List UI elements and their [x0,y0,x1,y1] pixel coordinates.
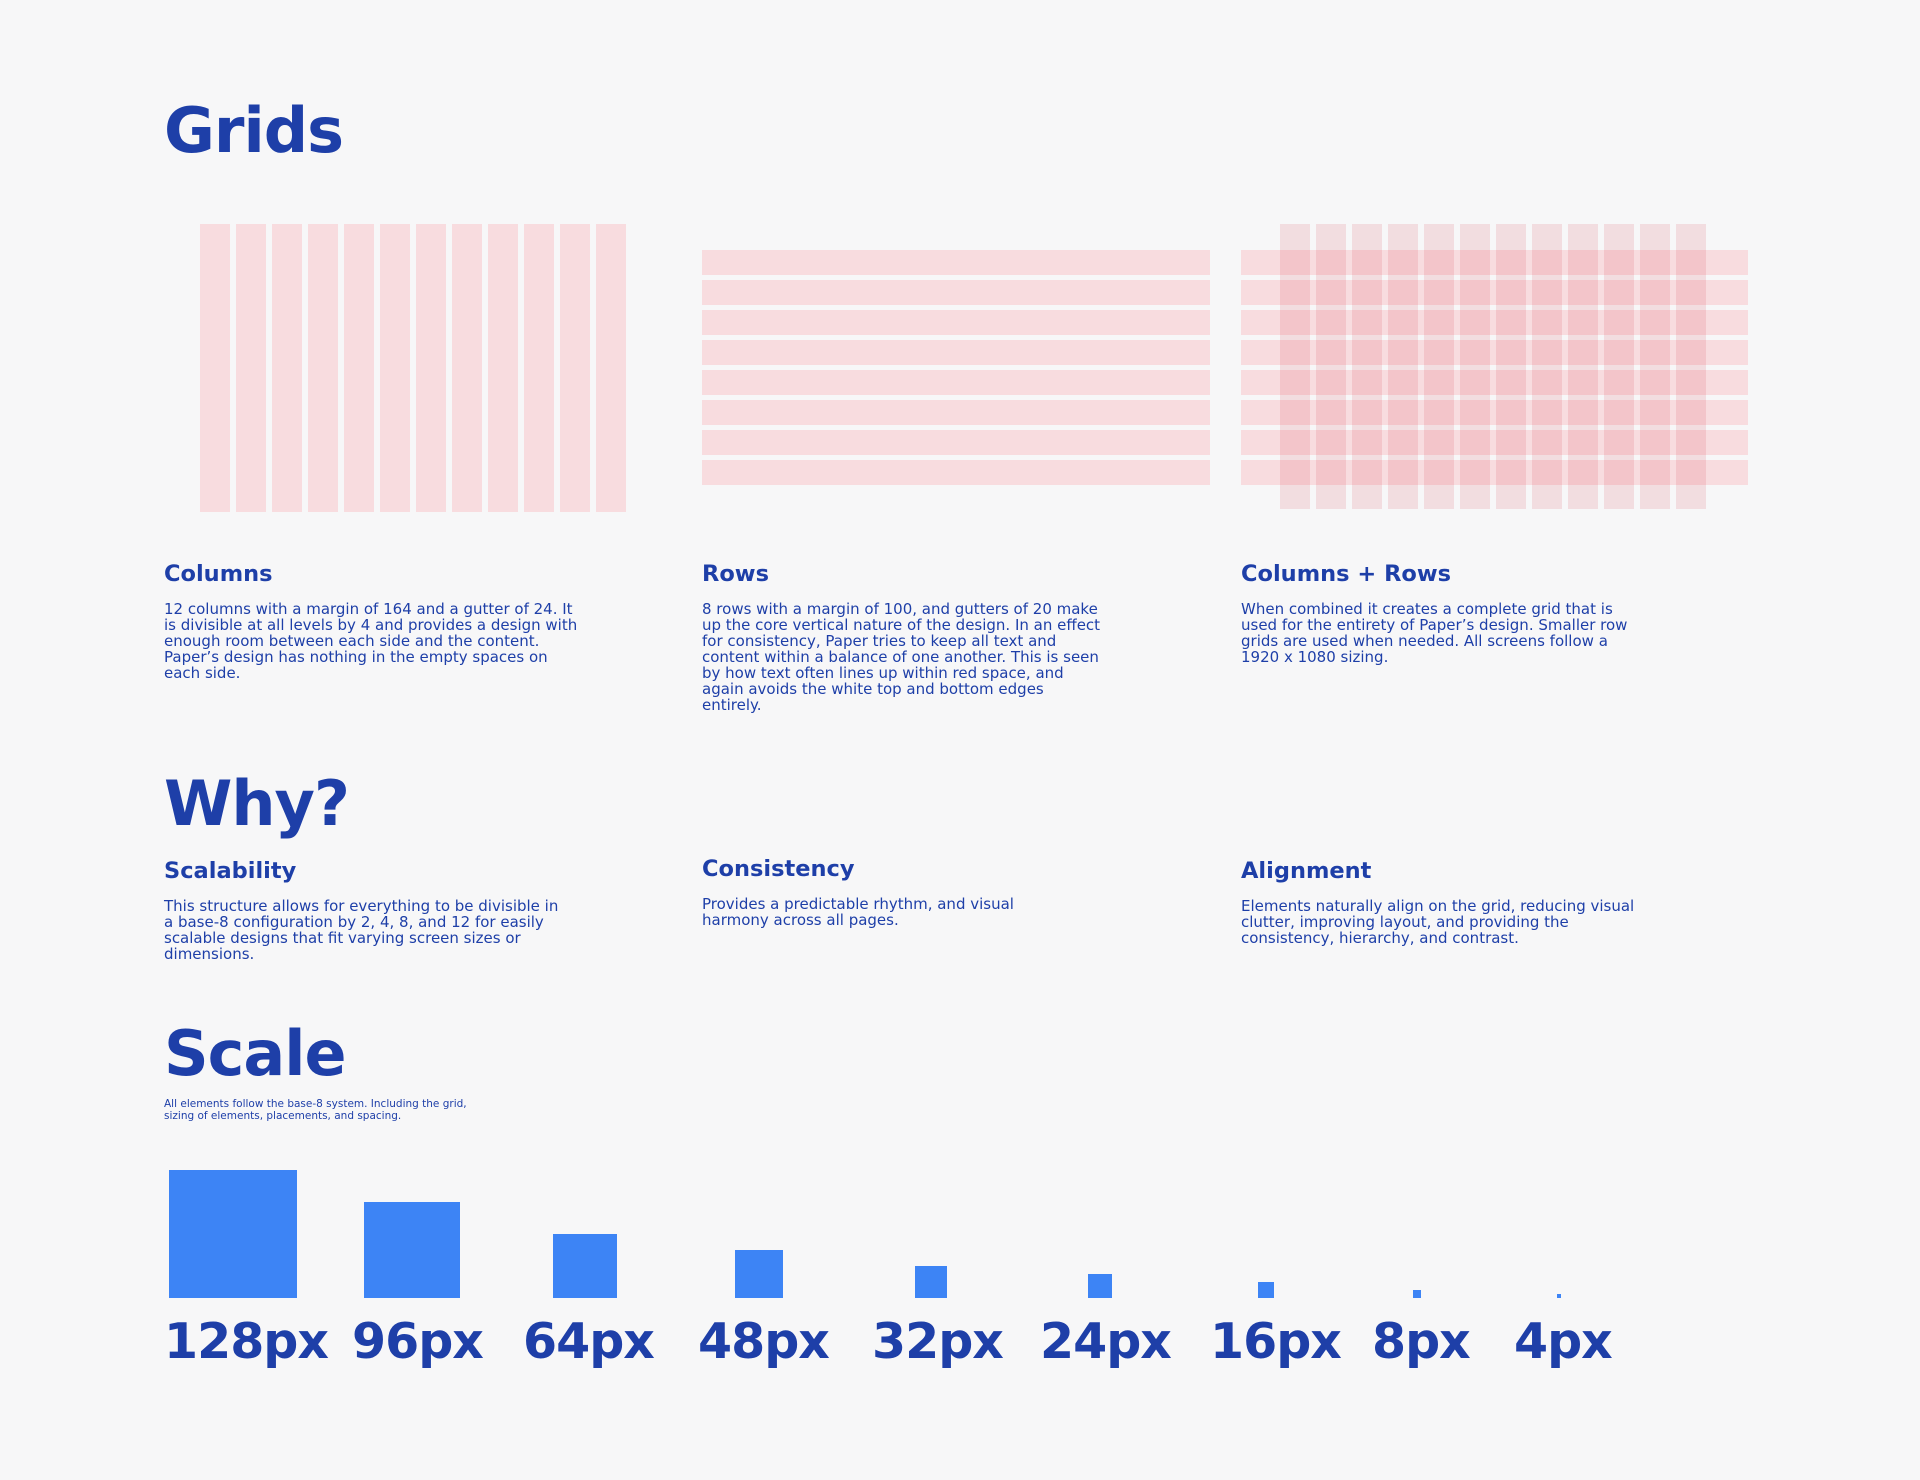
grid-column [596,224,626,512]
grid-column [344,224,374,512]
grid-column [452,224,482,512]
grid-column [1424,224,1454,509]
grid-column [200,224,230,512]
rows-section: Rows 8 rows with a margin of 100, and gu… [702,562,1102,713]
grid-column [560,224,590,512]
columns-illustration [200,224,630,512]
scale-description: All elements follow the base-8 system. I… [164,1098,467,1122]
scale-label-96: 96px [352,1313,484,1370]
columns-rows-section: Columns + Rows When combined it creates … [1241,562,1641,665]
grid-column [236,224,266,512]
grid-column [1640,224,1670,509]
grid-column [524,224,554,512]
alignment-section: Alignment Elements naturally align on th… [1241,859,1661,946]
grid-column [1676,224,1706,509]
scale-box-96 [364,1202,460,1298]
scale-label-64: 64px [523,1313,655,1370]
columns-section: Columns 12 columns with a margin of 164 … [164,562,584,681]
columns-rows-illustration [1241,224,1748,512]
scale-box-24 [1088,1274,1112,1298]
grid-row [702,250,1210,275]
grids-title: Grids [164,94,344,167]
grid-row [702,280,1210,305]
scale-title: Scale [164,1017,347,1090]
columns-rows-heading: Columns + Rows [1241,561,1452,587]
scale-label-24: 24px [1040,1313,1172,1370]
scale-box-16 [1258,1282,1274,1298]
columns-description: 12 columns with a margin of 164 and a gu… [164,599,578,682]
grid-column [1496,224,1526,509]
grid-column [416,224,446,512]
rows-description: 8 rows with a margin of 100, and gutters… [702,599,1101,714]
why-title: Why? [164,767,350,840]
grid-row [702,460,1210,485]
grid-column [1280,224,1310,509]
grid-column [488,224,518,512]
scale-box-128 [169,1170,297,1298]
grid-column [1460,224,1490,509]
grid-column [1388,224,1418,509]
columns-rows-description: When combined it creates a complete grid… [1241,599,1628,666]
alignment-description: Elements naturally align on the grid, re… [1241,896,1635,947]
consistency-heading: Consistency [702,856,855,882]
scalability-heading: Scalability [164,858,297,884]
rows-illustration [702,250,1210,488]
grid-row [702,400,1210,425]
grid-column [272,224,302,512]
scale-box-32 [915,1266,947,1298]
scale-label-16: 16px [1210,1313,1342,1370]
scale-box-4 [1557,1294,1561,1298]
scale-box-64 [553,1234,617,1298]
scale-box-48 [735,1250,783,1298]
grid-column [1352,224,1382,509]
scale-box-8 [1413,1290,1421,1298]
scale-label-128: 128px [164,1313,329,1370]
scalability-description: This structure allows for everything to … [164,896,559,963]
columns-heading: Columns [164,561,273,587]
grid-row [702,310,1210,335]
scale-label-32: 32px [872,1313,1004,1370]
grid-row [702,370,1210,395]
grid-column [1604,224,1634,509]
grid-row [702,340,1210,365]
grid-column [1568,224,1598,509]
scale-label-4: 4px [1514,1313,1613,1370]
consistency-section: Consistency Provides a predictable rhyth… [702,857,1062,928]
rows-heading: Rows [702,561,769,587]
grid-column [380,224,410,512]
grid-column [1532,224,1562,509]
grid-row [702,430,1210,455]
alignment-heading: Alignment [1241,858,1372,884]
grid-column [1316,224,1346,509]
scale-label-48: 48px [698,1313,830,1370]
consistency-description: Provides a predictable rhythm, and visua… [702,894,1014,929]
scale-label-8: 8px [1372,1313,1471,1370]
scalability-section: Scalability This structure allows for ev… [164,859,564,962]
grid-column [308,224,338,512]
